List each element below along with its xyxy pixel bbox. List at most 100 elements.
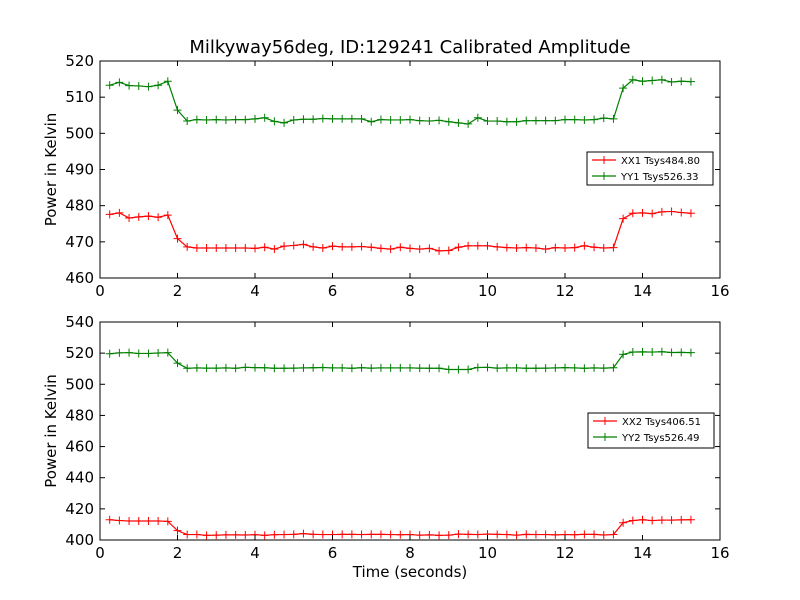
- data-point-marker: [241, 243, 250, 252]
- legend-marker: [601, 417, 609, 425]
- data-point-marker: [299, 240, 308, 249]
- y-tick-label: 480: [65, 406, 94, 424]
- data-point-marker: [609, 243, 618, 252]
- chart-title: Milkyway56deg, ID:129241 Calibrated Ampl…: [189, 37, 630, 58]
- y-tick-label: 420: [65, 500, 94, 518]
- data-point-marker: [648, 209, 657, 218]
- data-point-marker: [260, 363, 269, 372]
- y-tick-label: 440: [65, 469, 94, 487]
- data-point-marker: [473, 530, 482, 539]
- y-tick-label: 400: [65, 531, 94, 549]
- data-point-marker: [531, 116, 540, 125]
- data-point-marker: [493, 364, 502, 373]
- data-point-marker: [512, 117, 521, 126]
- x-tick-label: 12: [555, 282, 574, 300]
- data-point-marker: [483, 117, 492, 126]
- data-point-marker: [309, 363, 318, 372]
- data-point-marker: [648, 76, 657, 85]
- y-tick-label: 520: [65, 344, 94, 362]
- data-point-marker: [599, 114, 608, 123]
- data-point-marker: [686, 348, 695, 357]
- data-point-marker: [396, 115, 405, 124]
- data-point-marker: [551, 363, 560, 372]
- data-point-marker: [367, 364, 376, 373]
- data-point-marker: [580, 241, 589, 250]
- data-point-marker: [105, 81, 114, 90]
- data-point-marker: [338, 242, 347, 251]
- data-point-marker: [328, 242, 337, 251]
- data-point-marker: [347, 364, 356, 373]
- data-point-marker: [444, 246, 453, 255]
- data-point-marker: [163, 348, 172, 357]
- data-point-marker: [299, 363, 308, 372]
- x-tick-label: 2: [173, 544, 183, 562]
- data-point-marker: [396, 530, 405, 539]
- data-point-marker: [309, 242, 318, 251]
- y-tick-label: 500: [65, 124, 94, 142]
- data-point-marker: [628, 75, 637, 84]
- data-point-marker: [144, 349, 153, 358]
- top-plot: 0 2 4 6 8 10 12 14 16 460 470 480 490 500 510 520 Power …: [42, 52, 730, 300]
- data-point-marker: [115, 348, 124, 357]
- data-point-marker: [483, 363, 492, 372]
- legend-marker: [600, 156, 608, 164]
- data-point-marker: [260, 243, 269, 252]
- data-point-marker: [221, 115, 230, 124]
- x-tick-label: 10: [478, 282, 497, 300]
- data-point-marker: [590, 115, 599, 124]
- data-point-marker: [163, 77, 172, 86]
- data-point-marker: [609, 530, 618, 539]
- x-tick-label: 16: [710, 544, 729, 562]
- data-point-marker: [522, 364, 531, 373]
- legend-entry: XX2 Tsys406.51: [622, 417, 701, 428]
- x-tick-label: 4: [250, 544, 260, 562]
- x-tick-label: 4: [250, 282, 260, 300]
- data-point-marker: [464, 365, 473, 374]
- data-point-marker: [154, 348, 163, 357]
- data-point-marker: [173, 234, 182, 243]
- data-point-marker: [347, 114, 356, 123]
- x-tick-label: 14: [633, 544, 652, 562]
- data-point-marker: [657, 207, 666, 216]
- data-point-marker: [561, 243, 569, 252]
- data-point-marker: [628, 516, 637, 525]
- data-point-marker: [551, 530, 560, 539]
- data-point-marker: [241, 531, 250, 540]
- y-tick-label: 520: [65, 52, 94, 70]
- legend-entry: XX1 Tsys484.80: [621, 156, 700, 167]
- data-point-marker: [667, 77, 676, 86]
- data-point-marker: [367, 530, 376, 539]
- data-point-marker: [202, 115, 211, 124]
- data-point-marker: [125, 81, 134, 90]
- legend-marker: [600, 172, 608, 180]
- data-point-marker: [251, 363, 259, 372]
- data-point-marker: [561, 363, 569, 372]
- y-tick-label: 470: [65, 233, 94, 251]
- data-point-marker: [493, 530, 502, 539]
- data-point-marker: [260, 113, 269, 122]
- data-point-marker: [609, 363, 618, 372]
- data-point-marker: [502, 243, 511, 252]
- data-point-marker: [570, 530, 579, 539]
- data-point-marker: [415, 364, 424, 373]
- data-point-marker: [454, 530, 463, 539]
- data-point-marker: [231, 530, 240, 539]
- data-point-marker: [338, 114, 347, 123]
- data-point-marker: [493, 117, 502, 126]
- data-point-marker: [667, 207, 676, 216]
- data-point-marker: [415, 116, 424, 125]
- x-tick-label: 8: [405, 282, 415, 300]
- data-point-marker: [144, 517, 153, 526]
- data-point-marker: [522, 116, 531, 125]
- data-point-marker: [512, 363, 521, 372]
- data-point-marker: [202, 364, 211, 373]
- data-point-marker: [192, 115, 201, 124]
- data-point-marker: [289, 241, 298, 250]
- data-point-marker: [648, 516, 657, 525]
- data-point-marker: [260, 531, 269, 540]
- data-point-marker: [580, 115, 589, 124]
- data-point-marker: [221, 530, 230, 539]
- data-point-marker: [192, 243, 201, 252]
- data-point-marker: [280, 530, 289, 539]
